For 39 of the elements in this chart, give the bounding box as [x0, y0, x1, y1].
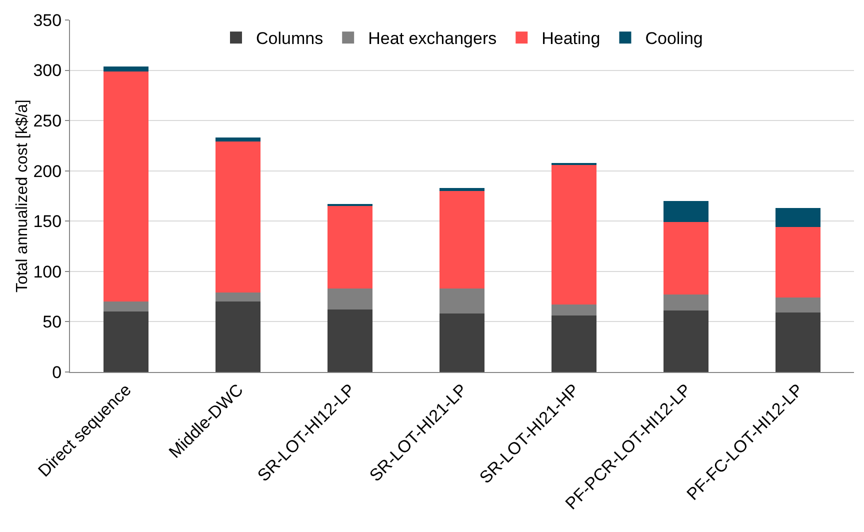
bar — [216, 292, 260, 302]
bar — [216, 142, 260, 293]
y-tick-label: 100 — [33, 262, 62, 282]
y-tick-label: 300 — [33, 61, 62, 80]
bar — [440, 188, 484, 191]
bar — [664, 201, 708, 222]
bar — [328, 206, 372, 289]
y-tick-label: 150 — [33, 212, 62, 232]
y-tick-label: 250 — [33, 112, 62, 131]
bar — [776, 208, 820, 228]
bar — [552, 304, 596, 316]
y-tick-label: 0 — [52, 362, 62, 382]
bar — [328, 310, 372, 372]
y-tick-label: 350 — [33, 10, 62, 30]
bar — [552, 316, 596, 372]
bar — [440, 288, 484, 314]
bar — [104, 302, 148, 312]
bar — [776, 298, 820, 313]
legend-label: Heat exchangers — [368, 29, 497, 48]
bar — [776, 312, 820, 372]
bar — [664, 310, 708, 372]
bar — [440, 314, 484, 372]
bar — [104, 66, 148, 72]
bar — [104, 312, 148, 372]
bar — [664, 222, 708, 295]
bar — [440, 190, 484, 289]
bar — [664, 294, 708, 311]
y-axis-title: Total annualized cost [k$/a] — [14, 99, 32, 293]
legend-label: Cooling — [645, 29, 703, 48]
bar — [216, 302, 260, 372]
bar — [216, 138, 260, 142]
y-tick-label: 50 — [42, 312, 62, 332]
y-tick-label: 200 — [33, 162, 62, 181]
bar — [552, 164, 596, 305]
bar — [776, 227, 820, 298]
legend-label: Heating — [542, 29, 600, 48]
legend-label: Columns — [256, 29, 324, 48]
bar — [328, 288, 372, 310]
bar — [104, 71, 148, 302]
